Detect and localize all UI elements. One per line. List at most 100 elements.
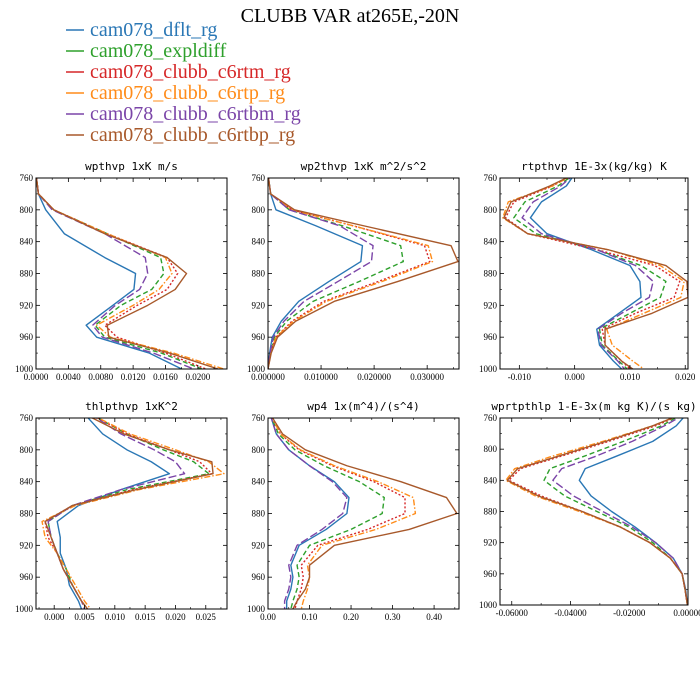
y-tick-label: 840 bbox=[20, 237, 34, 247]
y-tick-label: 880 bbox=[484, 507, 498, 517]
series-line bbox=[271, 418, 417, 609]
y-tick-label: 760 bbox=[252, 173, 266, 183]
legend-label: cam078_expldiff bbox=[90, 40, 227, 62]
panel-series bbox=[36, 178, 224, 369]
x-tick-label: 0.005 bbox=[74, 612, 95, 622]
y-tick-label: 800 bbox=[484, 444, 498, 454]
panel-series bbox=[41, 418, 225, 609]
panels: wpthvp 1xK m/s76080084088092096010000.00… bbox=[15, 160, 700, 622]
x-tick-label: 0.0040 bbox=[56, 372, 81, 382]
x-tick-label: 0.015 bbox=[135, 612, 156, 622]
y-tick-label: 1000 bbox=[15, 364, 34, 374]
y-tick-label: 920 bbox=[252, 540, 266, 550]
y-tick-label: 800 bbox=[252, 445, 266, 455]
legend-label: cam078_clubb_c6rtbm_rg bbox=[90, 103, 301, 125]
y-tick-label: 920 bbox=[252, 300, 266, 310]
series-line bbox=[270, 418, 348, 609]
panel-6: wprtpthlp 1-E-3x(m kg K)/(s kg)760 800 840… bbox=[479, 400, 700, 618]
series-line bbox=[268, 178, 459, 369]
y-tick-label: 960 bbox=[20, 572, 34, 582]
legend-entry: cam078_expldiff bbox=[66, 40, 227, 62]
series-line bbox=[270, 418, 385, 609]
y-tick-label: 840 bbox=[20, 477, 34, 487]
y-tick-label: 840 bbox=[252, 237, 266, 247]
x-tick-label: 0.30 bbox=[385, 612, 401, 622]
x-tick-label: 0.030000 bbox=[410, 372, 444, 382]
y-tick-label: 1000 bbox=[479, 600, 498, 610]
series-line bbox=[529, 178, 642, 369]
y-tick-label: 800 bbox=[484, 205, 498, 215]
y-tick-label: 1000 bbox=[247, 364, 266, 374]
legend-label: cam078_clubb_c6rtm_rg bbox=[90, 61, 291, 83]
series-line bbox=[271, 418, 406, 609]
panel-4: thlpthvp 1xK^2 760 800 840 880 920 960 1000 0.00… bbox=[15, 400, 228, 622]
series-line bbox=[36, 178, 182, 369]
y-tick-label: 760 bbox=[484, 413, 498, 423]
legend-label: cam078_clubb_c6rtbp_rg bbox=[90, 124, 295, 146]
y-tick-label: 960 bbox=[252, 572, 266, 582]
panel-title: wp2thvp 1xK m^2/s^2 bbox=[301, 160, 427, 173]
y-tick-label: 1000 bbox=[479, 364, 498, 374]
panel-title: wp4 1x(m^4)/(s^4) bbox=[307, 400, 420, 413]
x-tick-label: -0.06000 bbox=[496, 608, 529, 618]
series-line bbox=[36, 178, 195, 369]
y-tick-label: 760 bbox=[20, 413, 34, 423]
series-line bbox=[505, 418, 688, 605]
legend: cam078_dflt_rgcam078_expldiffcam078_club… bbox=[66, 19, 301, 146]
y-tick-label: 840 bbox=[484, 237, 498, 247]
legend-entry: cam078_dflt_rg bbox=[66, 19, 217, 41]
series-line bbox=[44, 418, 214, 609]
series-line bbox=[268, 178, 364, 369]
y-tick-label: 800 bbox=[20, 445, 34, 455]
x-tick-label: 0.000 bbox=[565, 372, 586, 382]
x-tick-label: 0.00000 bbox=[673, 608, 700, 618]
legend-entry: cam078_clubb_c6rtp_rg bbox=[66, 82, 285, 104]
x-tick-label: 0.010 bbox=[620, 372, 641, 382]
panel-2: wp2thvp 1xK m^2/s^2 760 800 840 880 920 960 100… bbox=[247, 160, 460, 382]
x-tick-label: 0.0120 bbox=[121, 372, 146, 382]
series-line bbox=[503, 178, 688, 369]
series-line bbox=[271, 418, 458, 609]
x-tick-label: -0.02000 bbox=[613, 608, 646, 618]
y-tick-label: 1000 bbox=[15, 604, 34, 614]
y-tick-label: 960 bbox=[20, 332, 34, 342]
panel-series bbox=[268, 178, 459, 369]
y-tick-label: 800 bbox=[252, 205, 266, 215]
x-tick-label: 0.025 bbox=[196, 612, 217, 622]
x-tick-label: 0.020000 bbox=[357, 372, 391, 382]
y-tick-label: 760 bbox=[252, 413, 266, 423]
y-tick-label: 760 bbox=[484, 173, 498, 183]
x-tick-label: 0.020 bbox=[165, 612, 186, 622]
y-tick-label: 840 bbox=[484, 475, 498, 485]
y-tick-label: 880 bbox=[484, 269, 498, 279]
legend-label: cam078_clubb_c6rtp_rg bbox=[90, 82, 285, 104]
x-tick-label: -0.010 bbox=[508, 372, 532, 382]
x-tick-label: 0.10 bbox=[302, 612, 318, 622]
panel-title: rtpthvp 1E-3x(kg/kg) K bbox=[521, 160, 667, 173]
series-line bbox=[521, 178, 654, 369]
x-tick-label: 0.0080 bbox=[88, 372, 113, 382]
x-tick-label: 0.00 bbox=[260, 612, 276, 622]
legend-entry: cam078_clubb_c6rtbm_rg bbox=[66, 103, 301, 125]
y-tick-label: 1000 bbox=[247, 604, 266, 614]
x-tick-label: 0.0000 bbox=[24, 372, 49, 382]
figure-title: CLUBB VAR at265E,-20N bbox=[241, 5, 460, 27]
x-tick-label: -0.04000 bbox=[554, 608, 587, 618]
x-tick-label: 0.000 bbox=[44, 612, 65, 622]
y-tick-label: 920 bbox=[484, 300, 498, 310]
x-tick-label: 0.000000 bbox=[251, 372, 285, 382]
y-tick-label: 880 bbox=[252, 509, 266, 519]
legend-label: cam078_dflt_rg bbox=[90, 19, 217, 41]
panel-series bbox=[505, 418, 688, 605]
y-tick-label: 920 bbox=[20, 540, 34, 550]
series-line bbox=[502, 178, 685, 369]
y-tick-label: 960 bbox=[484, 569, 498, 579]
y-tick-label: 920 bbox=[484, 538, 498, 548]
x-tick-label: 0.010 bbox=[105, 612, 126, 622]
panel-1: wpthvp 1xK m/s76080084088092096010000.00… bbox=[15, 160, 228, 382]
y-tick-label: 880 bbox=[20, 269, 34, 279]
x-tick-label: 0.40 bbox=[426, 612, 442, 622]
y-tick-label: 960 bbox=[484, 332, 498, 342]
